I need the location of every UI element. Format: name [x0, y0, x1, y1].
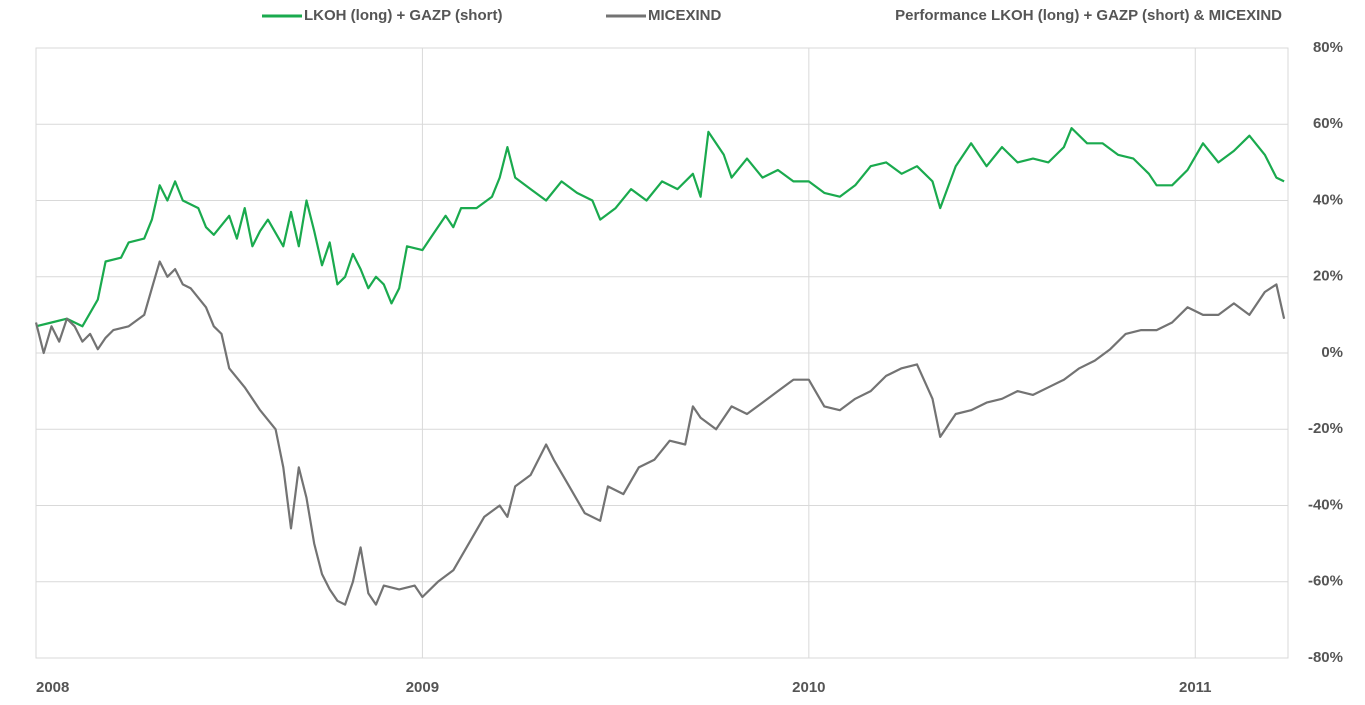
y-tick-label: -80%	[1308, 649, 1343, 666]
x-tick-label: 2009	[406, 679, 439, 696]
y-tick-label: 80%	[1313, 39, 1343, 56]
y-tick-label: -60%	[1308, 573, 1343, 590]
x-tick-label: 2011	[1179, 679, 1212, 696]
y-tick-label: 60%	[1313, 115, 1343, 132]
x-tick-label: 2010	[792, 679, 825, 696]
y-tick-label: -40%	[1308, 496, 1343, 513]
chart-title: Performance LKOH (long) + GAZP (short) &…	[895, 7, 1282, 24]
series-line	[35, 127, 1285, 328]
y-tick-label: -20%	[1308, 420, 1343, 437]
y-tick-label: 20%	[1313, 268, 1343, 285]
legend-label: MICEXIND	[648, 7, 722, 24]
series-line	[34, 260, 1286, 606]
y-tick-label: 0%	[1321, 344, 1343, 361]
y-tick-label: 40%	[1313, 191, 1343, 208]
x-tick-label: 2008	[36, 679, 69, 696]
legend-label: LKOH (long) + GAZP (short)	[304, 7, 502, 24]
